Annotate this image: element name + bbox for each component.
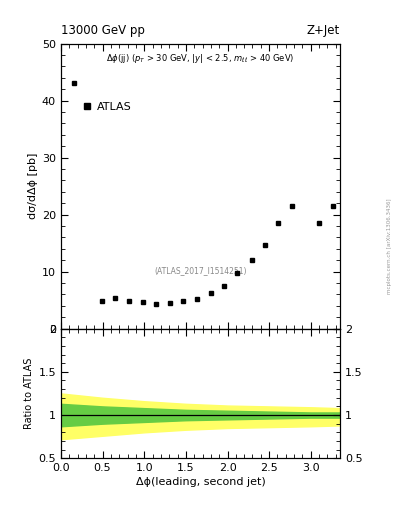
Text: (ATLAS_2017_I1514251): (ATLAS_2017_I1514251) (154, 266, 247, 275)
Y-axis label: Ratio to ATLAS: Ratio to ATLAS (24, 358, 34, 429)
Legend: ATLAS: ATLAS (78, 98, 136, 116)
X-axis label: Δϕ(leading, second jet): Δϕ(leading, second jet) (136, 477, 265, 487)
Text: 13000 GeV pp: 13000 GeV pp (61, 24, 145, 37)
Y-axis label: dσ/dΔϕ [pb]: dσ/dΔϕ [pb] (28, 153, 38, 219)
Text: mcplots.cern.ch [arXiv:1306.3436]: mcplots.cern.ch [arXiv:1306.3436] (387, 198, 392, 293)
Text: $\Delta\phi$(jj) ($p_T$ > 30 GeV, $|y|$ < 2.5, $m_{\ell\ell}$ > 40 GeV): $\Delta\phi$(jj) ($p_T$ > 30 GeV, $|y|$ … (106, 52, 295, 65)
Text: Z+Jet: Z+Jet (307, 24, 340, 37)
